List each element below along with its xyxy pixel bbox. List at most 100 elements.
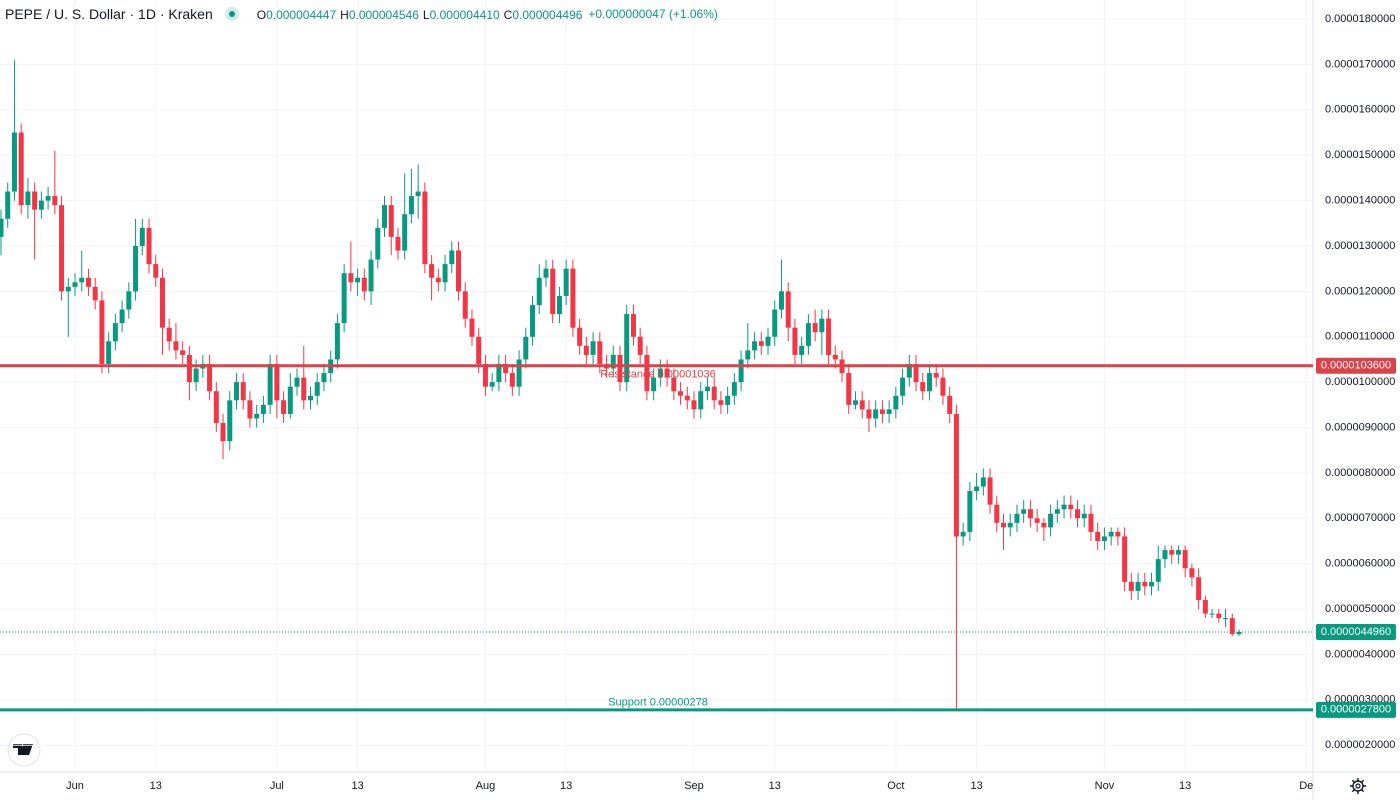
ohlc-value: 0.000004410 [429, 8, 500, 22]
candle-body [940, 377, 946, 396]
candle-body [583, 345, 589, 355]
candle-body [1189, 568, 1195, 578]
candle-body [112, 323, 118, 342]
candle-body [1149, 581, 1155, 587]
candle-body [1068, 504, 1074, 510]
x-tick-label: Jul [270, 780, 284, 792]
candle-body [247, 400, 253, 419]
candle-body [382, 205, 388, 228]
level-axis-box [1316, 357, 1396, 374]
candle-body [886, 409, 892, 414]
candle-body [334, 323, 340, 360]
candle-body [1236, 631, 1242, 635]
settings-icon[interactable] [1350, 778, 1366, 794]
candle-body [65, 286, 71, 292]
candle-body [967, 491, 973, 532]
candle-body [476, 336, 482, 364]
candle-body [52, 196, 58, 206]
candle-body [1048, 513, 1054, 528]
candle-body [388, 205, 394, 237]
candle-body [543, 268, 549, 278]
candle-body [92, 286, 98, 301]
x-tick-label: Sep [684, 780, 704, 792]
candle-body [79, 277, 85, 283]
candle-body [1014, 513, 1020, 523]
candle-body [516, 359, 522, 387]
candle-body [1075, 509, 1081, 519]
candle-body [1175, 550, 1181, 555]
candle-body [1142, 581, 1148, 587]
y-tick-label: 0.0000110000 [1325, 331, 1395, 343]
candle-body [563, 268, 569, 296]
candle-body [368, 259, 374, 292]
ohlc-values: O0.000004447 H0.000004546 L0.000004410 C0.0… [253, 6, 583, 22]
x-tick-label: Jun [66, 780, 84, 792]
candle-body [1209, 613, 1215, 615]
candle-body [1128, 581, 1134, 591]
candle-body [180, 350, 186, 355]
candle-body [1034, 518, 1040, 523]
candle-body [106, 341, 112, 364]
candle-body [684, 395, 690, 401]
candle-body [832, 354, 838, 360]
legend-header: PEPE / U. S. Dollar · 1D · Kraken O0.000… [5, 6, 718, 22]
x-tick-label: Nov [1095, 780, 1115, 792]
candle-body [119, 309, 125, 324]
candle-body [792, 327, 798, 355]
candle-body [745, 350, 751, 360]
ohlc-key: O [256, 8, 267, 22]
y-tick-label: 0.0000120000 [1325, 285, 1395, 297]
tv-logo [7, 733, 41, 767]
x-tick-label: 13 [1179, 780, 1191, 792]
last-price-label: 0.0000044960 [1321, 626, 1391, 638]
candle-body [953, 413, 959, 537]
candle-body [617, 354, 623, 383]
candle-body [852, 400, 858, 405]
candle-body [657, 368, 663, 378]
candle-body [1095, 531, 1101, 541]
candle-body [267, 363, 273, 405]
candle-body [1169, 550, 1175, 555]
y-tick-label: 0.0000070000 [1325, 512, 1395, 524]
candle-body [1135, 581, 1141, 591]
y-tick-label: 0.0000060000 [1325, 558, 1395, 570]
market-status[interactable] [224, 7, 239, 21]
candle-body [900, 377, 906, 396]
y-tick-label: 0.0000150000 [1325, 149, 1395, 161]
candle-body [671, 377, 677, 392]
candle-body [570, 268, 576, 328]
candle-body [159, 277, 165, 328]
y-tick-label: 0.0000180000 [1325, 13, 1395, 25]
candle-body [913, 363, 919, 383]
candle-body [765, 336, 771, 346]
candle-body [415, 191, 421, 197]
candle-body [1001, 522, 1007, 528]
x-tick-label: 13 [351, 780, 363, 792]
candle-body [482, 363, 488, 387]
candle-body [1115, 531, 1121, 537]
candle-body [772, 309, 778, 337]
candle-body [691, 400, 697, 410]
candle-body [281, 400, 287, 414]
candle-body [435, 277, 441, 283]
candle-body [718, 400, 724, 405]
candle-body [926, 373, 932, 392]
candle-body [260, 404, 266, 414]
level-axis-label: 0.0000027800 [1321, 704, 1391, 716]
candle-body [725, 395, 731, 405]
y-tick-label: 0.0000160000 [1325, 104, 1395, 116]
candle-body [294, 377, 300, 387]
candle-body [731, 382, 737, 396]
candle-body [651, 377, 657, 392]
level-label: Support 0.00000278 [608, 697, 708, 709]
candle-body [960, 531, 966, 537]
candle-body [738, 359, 744, 383]
candle-body [193, 368, 199, 383]
candle-body [812, 323, 818, 333]
candle-body [1122, 536, 1128, 582]
x-tick-label: 13 [560, 780, 572, 792]
candle-body [18, 132, 24, 206]
candle-body [920, 382, 926, 392]
candle-body [893, 395, 899, 410]
candle-body [321, 373, 327, 383]
